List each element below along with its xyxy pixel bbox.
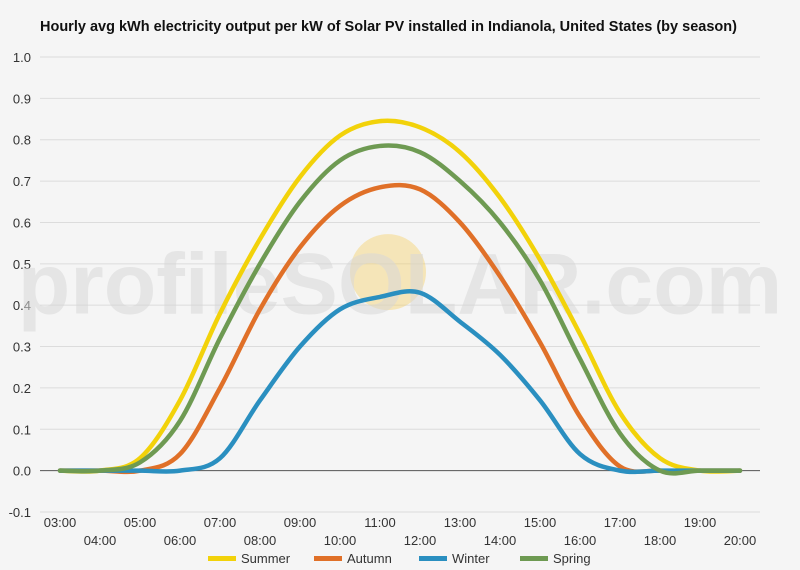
chart-title: Hourly avg kWh electricity output per kW… bbox=[40, 19, 737, 35]
y-tick-label: 0.3 bbox=[13, 340, 31, 355]
x-tick-label: 17:00 bbox=[604, 515, 637, 530]
y-tick-label: 0.9 bbox=[13, 91, 31, 106]
x-tick-label: 08:00 bbox=[244, 533, 277, 548]
y-tick-label: 0.0 bbox=[13, 464, 31, 479]
x-tick-label: 03:00 bbox=[44, 515, 77, 530]
y-tick-label: 0.5 bbox=[13, 257, 31, 272]
y-tick-label: 0.7 bbox=[13, 174, 31, 189]
x-tick-label: 14:00 bbox=[484, 533, 517, 548]
legend-swatch-autumn bbox=[314, 556, 342, 561]
x-tick-label: 12:00 bbox=[404, 533, 437, 548]
y-tick-label: 0.2 bbox=[13, 381, 31, 396]
y-tick-label: 0.6 bbox=[13, 215, 31, 230]
series-line-autumn bbox=[57, 182, 743, 475]
x-tick-label: 16:00 bbox=[564, 533, 597, 548]
legend-swatch-winter bbox=[419, 556, 447, 561]
watermark: profileSOLAR.com bbox=[18, 236, 783, 332]
x-tick-label: 06:00 bbox=[164, 533, 197, 548]
x-tick-label: 19:00 bbox=[684, 515, 717, 530]
legend-swatch-spring bbox=[520, 556, 548, 561]
x-tick-label: 07:00 bbox=[204, 515, 237, 530]
y-tick-label: 1.0 bbox=[13, 50, 31, 65]
x-tick-label: 20:00 bbox=[724, 533, 757, 548]
x-tick-label: 11:00 bbox=[364, 515, 396, 530]
x-tick-label: 10:00 bbox=[324, 533, 357, 548]
y-tick-label: 0.1 bbox=[13, 422, 31, 437]
x-tick-label: 18:00 bbox=[644, 533, 677, 548]
legend-label-winter: Winter bbox=[452, 551, 490, 566]
x-tick-label: 04:00 bbox=[84, 533, 117, 548]
legend-label-autumn: Autumn bbox=[347, 551, 392, 566]
legend-label-summer: Summer bbox=[241, 551, 291, 566]
series-line-spring bbox=[57, 143, 743, 476]
x-tick-label: 05:00 bbox=[124, 515, 157, 530]
y-tick-label: 0.8 bbox=[13, 133, 31, 148]
legend-label-spring: Spring bbox=[553, 551, 591, 566]
x-tick-label: 15:00 bbox=[524, 515, 557, 530]
x-tick-label: 13:00 bbox=[444, 515, 477, 530]
y-tick-label: -0.1 bbox=[9, 505, 31, 520]
series-line-winter bbox=[57, 289, 743, 475]
legend-swatch-summer bbox=[208, 556, 236, 561]
y-tick-label: 0.4 bbox=[13, 298, 31, 313]
series-line-summer bbox=[57, 118, 743, 474]
x-tick-label: 09:00 bbox=[284, 515, 317, 530]
